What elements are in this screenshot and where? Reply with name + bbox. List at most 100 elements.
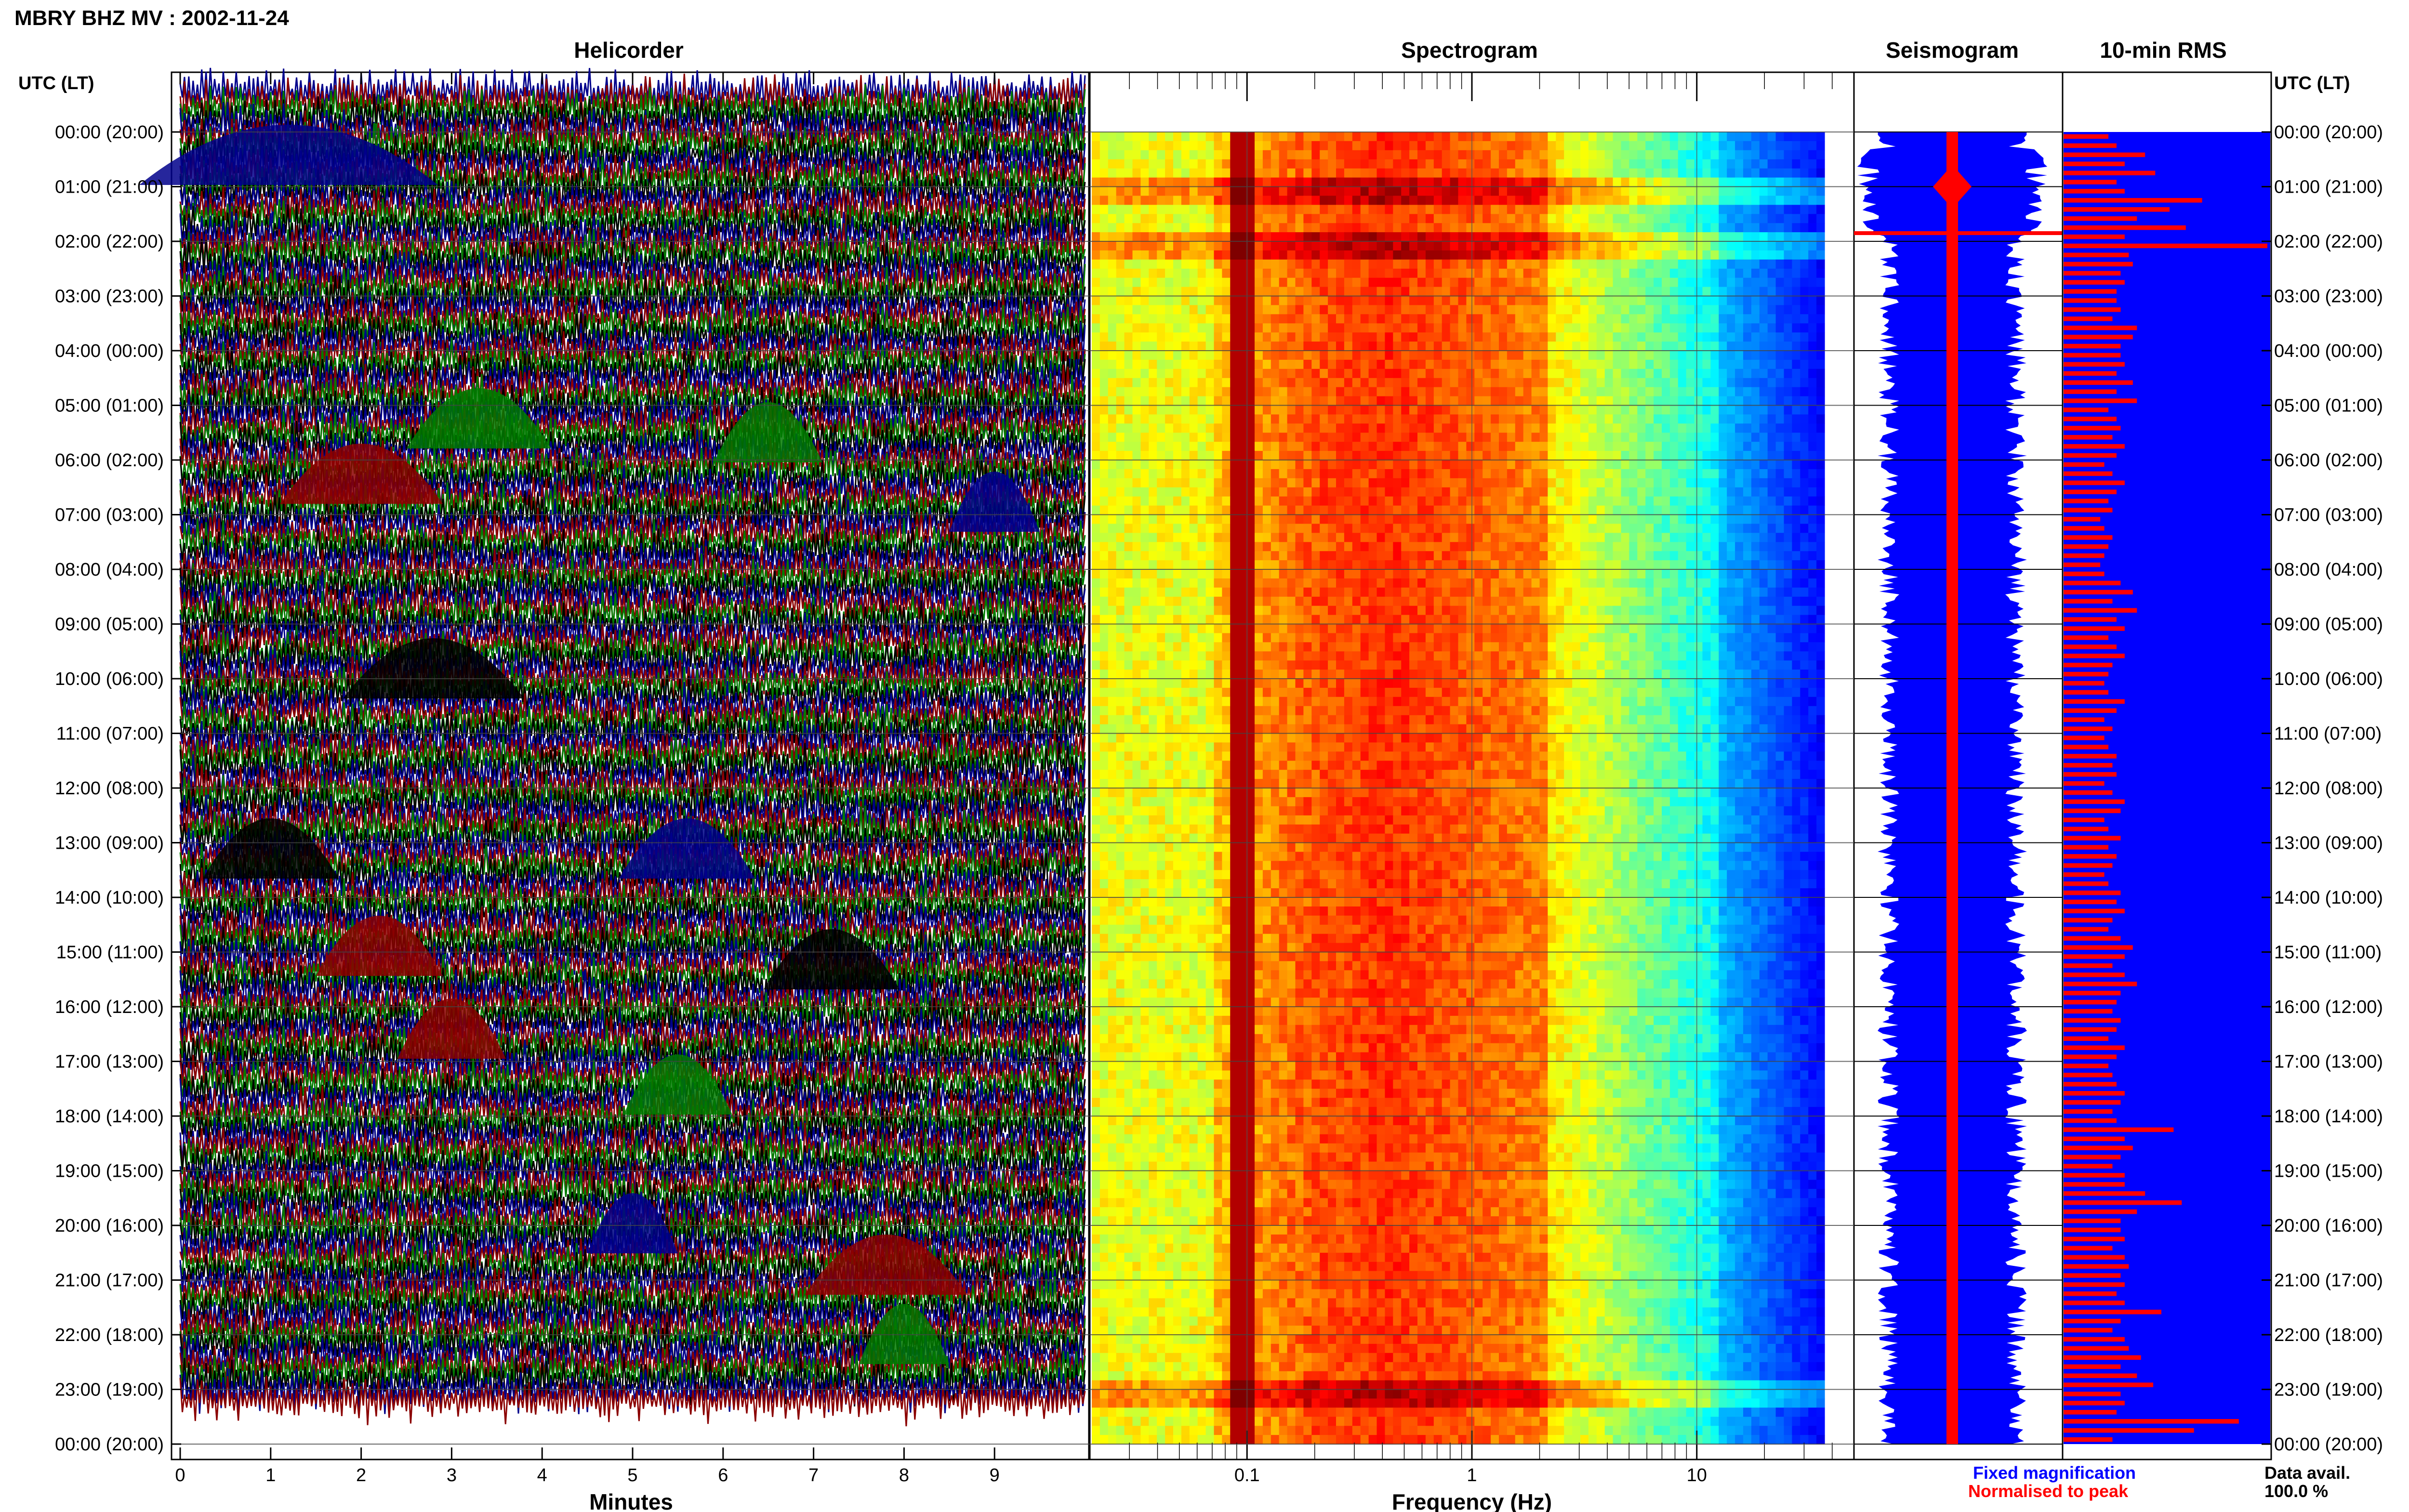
spectrogram-cell [1645,268,1654,278]
spectrogram-cell [1572,396,1581,406]
spectrogram-cell [1360,223,1369,233]
helicorder-trace [179,1301,1086,1354]
spectrogram-cell [1238,387,1247,397]
spectrogram-cell [1279,351,1288,360]
spectrogram-cell [1303,551,1312,561]
spectrogram-cell [1393,177,1402,187]
spectrogram-cell [1499,196,1508,205]
spectrogram-cell [1539,368,1548,379]
spectrogram-cell [1189,314,1198,324]
spectrogram-cell [1320,387,1328,397]
spectrogram-cell [1784,524,1792,533]
spectrogram-cell [1409,342,1418,351]
spectrogram-cell [1775,560,1785,570]
spectrogram-cell [1727,496,1735,506]
spectrogram-cell [1458,177,1467,187]
spectrogram-cell [1230,469,1239,479]
spectrogram-cell [1262,569,1271,579]
spectrogram-cell [1784,287,1792,297]
spectrogram-cell [1491,277,1499,288]
spectrogram-cell [1775,496,1785,506]
spectrogram-cell [1149,359,1157,369]
spectrogram-cell [1197,259,1206,269]
spectrogram-cell [1767,524,1776,533]
spectrogram-cell [1409,605,1418,616]
spectrogram-cell [1474,387,1483,397]
spectrogram-cell [1303,533,1312,542]
spectrogram-cell [1433,351,1443,360]
spectrogram-cell [1157,305,1165,315]
spectrogram-cell [1173,159,1182,169]
spectrogram-cell [1727,159,1735,169]
spectrogram-cell [1767,396,1776,406]
spectrogram-cell [1531,223,1540,233]
spectrogram-cell [1466,615,1475,625]
spectrogram-cell [1613,277,1622,288]
spectrogram-cell [1328,423,1337,433]
spectrogram-cell [1149,615,1157,625]
spectrogram-cell [1808,378,1817,388]
spectrogram-cell [1719,451,1727,460]
spectrogram-cell [1262,314,1271,324]
spectrogram-cell [1621,277,1629,288]
spectrogram-cell [1255,287,1263,297]
spectrogram-cell [1181,241,1190,251]
spectrogram-cell [1743,277,1752,288]
spectrogram-cell [1108,514,1117,524]
spectrogram-cell [1157,605,1165,616]
spectrogram-cell [1499,451,1508,460]
spectrogram-cell [1230,241,1239,251]
spectrogram-cell [1246,232,1255,242]
spectrogram-cell [1662,241,1670,251]
spectrogram-cell [1230,342,1239,351]
spectrogram-cell [1246,615,1255,625]
spectrogram-cell [1409,159,1418,169]
spectrogram-cell [1450,186,1459,196]
spectrogram-cell [1393,196,1402,205]
spectrogram-cell [1710,314,1719,324]
spectrogram-cell [1303,469,1312,479]
spectrogram-cell [1108,542,1117,552]
spectrogram-cell [1466,287,1475,297]
spectrogram-cell [1311,442,1320,451]
spectrogram-cell [1710,542,1719,552]
spectrogram-cell [1499,314,1508,324]
spectrogram-cell [1377,414,1385,424]
spectrogram-cell [1775,232,1785,242]
spectrogram-cell [1385,414,1393,424]
spectrogram-cell [1099,615,1109,625]
spectrogram-cell [1588,287,1597,297]
spectrogram-cell [1751,396,1760,406]
spectrogram-cell [1499,177,1508,187]
helicorder-trace [179,814,1086,865]
spectrogram-cell [1287,287,1296,297]
spectrogram-cell [1572,605,1581,616]
station-title: MBRY BHZ MV : 2002-11-24 [14,6,289,30]
spectrogram-cell [1743,414,1752,424]
spectrogram-cell [1743,405,1752,415]
spectrogram-cell [1645,359,1654,369]
spectrogram-cell [1637,332,1646,342]
spectrogram-cell [1458,442,1467,451]
spectrogram-cell [1165,505,1174,515]
spectrogram-cell [1401,168,1410,178]
spectrogram-cell [1214,551,1222,561]
spectrogram-cell [1246,487,1255,497]
spectrogram-cell [1409,223,1418,233]
spectrogram-cell [1792,314,1800,324]
spectrogram-cell [1556,533,1564,542]
spectrogram-cell [1295,259,1304,269]
spectrogram-cell [1393,287,1402,297]
spectrogram-cell [1482,396,1491,406]
spectrogram-cell [1271,605,1280,616]
spectrogram-cell [1230,159,1239,169]
spectrogram-cell [1588,505,1597,515]
spectrogram-cell [1295,168,1304,178]
spectrogram-cell [1743,496,1752,506]
spectrogram-cell [1092,451,1100,460]
spectrogram-cell [1694,196,1703,205]
spectrogram-cell [1548,177,1556,187]
spectrogram-cell [1751,268,1760,278]
spectrogram-cell [1417,433,1426,442]
spectrogram-cell [1425,387,1434,397]
